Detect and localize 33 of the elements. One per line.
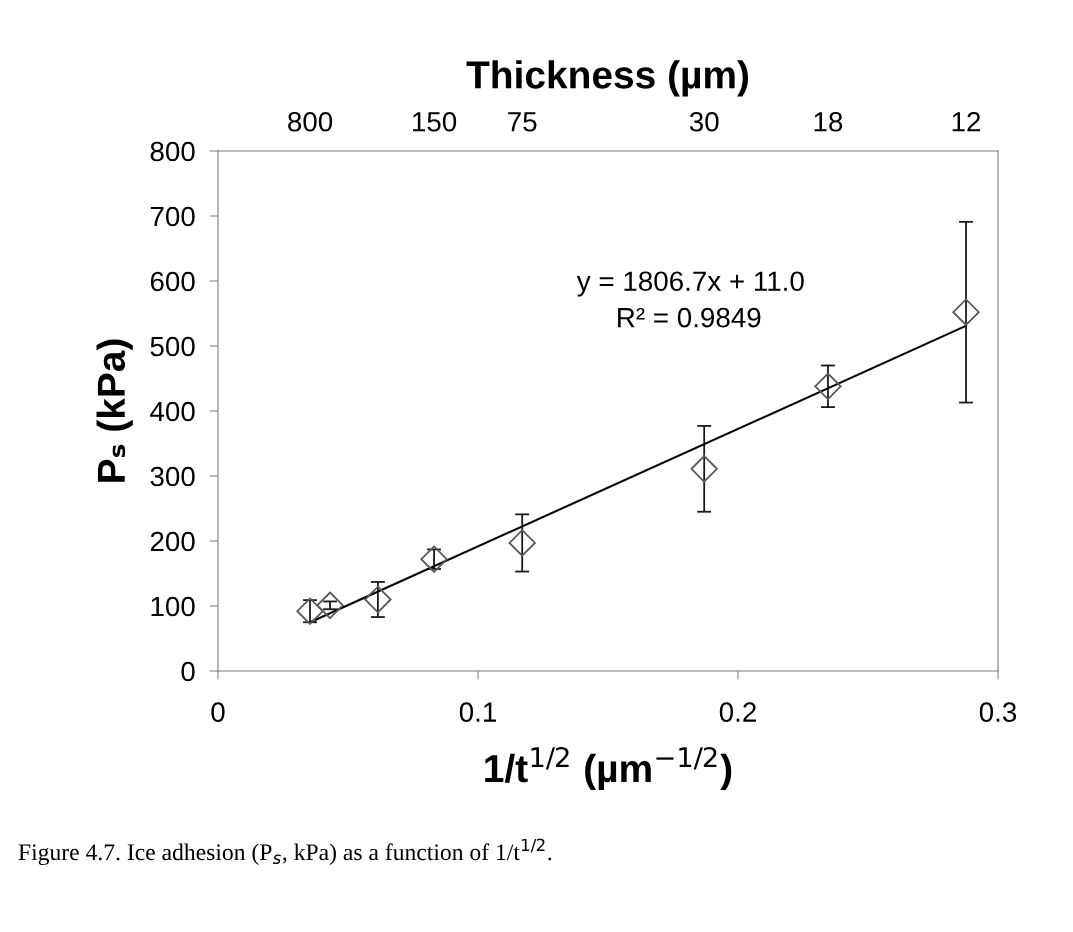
- x-tick-label: 0.2: [719, 702, 756, 722]
- x2-axis-title: Thickness (µm): [466, 60, 749, 97]
- text: 12: [952, 111, 981, 132]
- y-tick-label: 0: [181, 661, 195, 682]
- point: [508, 529, 536, 557]
- y-tick-label: 800: [150, 141, 195, 162]
- y-tick-label: 600: [150, 271, 195, 292]
- y-tick-label: 200: [150, 531, 195, 552]
- text: 800: [288, 111, 333, 132]
- point: [952, 298, 980, 326]
- y-tick-label: 700: [150, 206, 195, 227]
- point: [814, 372, 842, 400]
- text: 75: [508, 112, 537, 132]
- y-tick-label: 100: [151, 596, 195, 617]
- y-tick-label: 500: [150, 336, 195, 357]
- annotation: R² = 0.9849: [618, 307, 761, 328]
- point: [316, 591, 344, 620]
- caption: Figure 4.7. Ice adhesion (P$_{s}$, kPa) as a function of 1/t$^{1/2}$.: [18, 838, 552, 866]
- text: 30: [689, 111, 719, 132]
- text: 18: [814, 111, 843, 132]
- point: [690, 455, 718, 483]
- text: 150: [413, 111, 457, 132]
- point: [364, 585, 392, 614]
- y-tick-label: 300: [150, 466, 195, 487]
- point: [296, 597, 324, 625]
- x-tick-label: 0: [211, 702, 225, 722]
- annotation: y = 1806.7x + 11.0: [576, 271, 804, 297]
- x-tick-label: 0.3: [979, 702, 1017, 722]
- x-tick-label: 0.1: [459, 702, 496, 722]
- point: [420, 545, 448, 573]
- y-tick-label: 400: [150, 401, 195, 422]
- y-axis-title: Pₛ (kPa): [96, 339, 133, 482]
- x-axis-title: 1/t$^{1/2}$ (µm$^{−1/2}$): [485, 746, 732, 791]
